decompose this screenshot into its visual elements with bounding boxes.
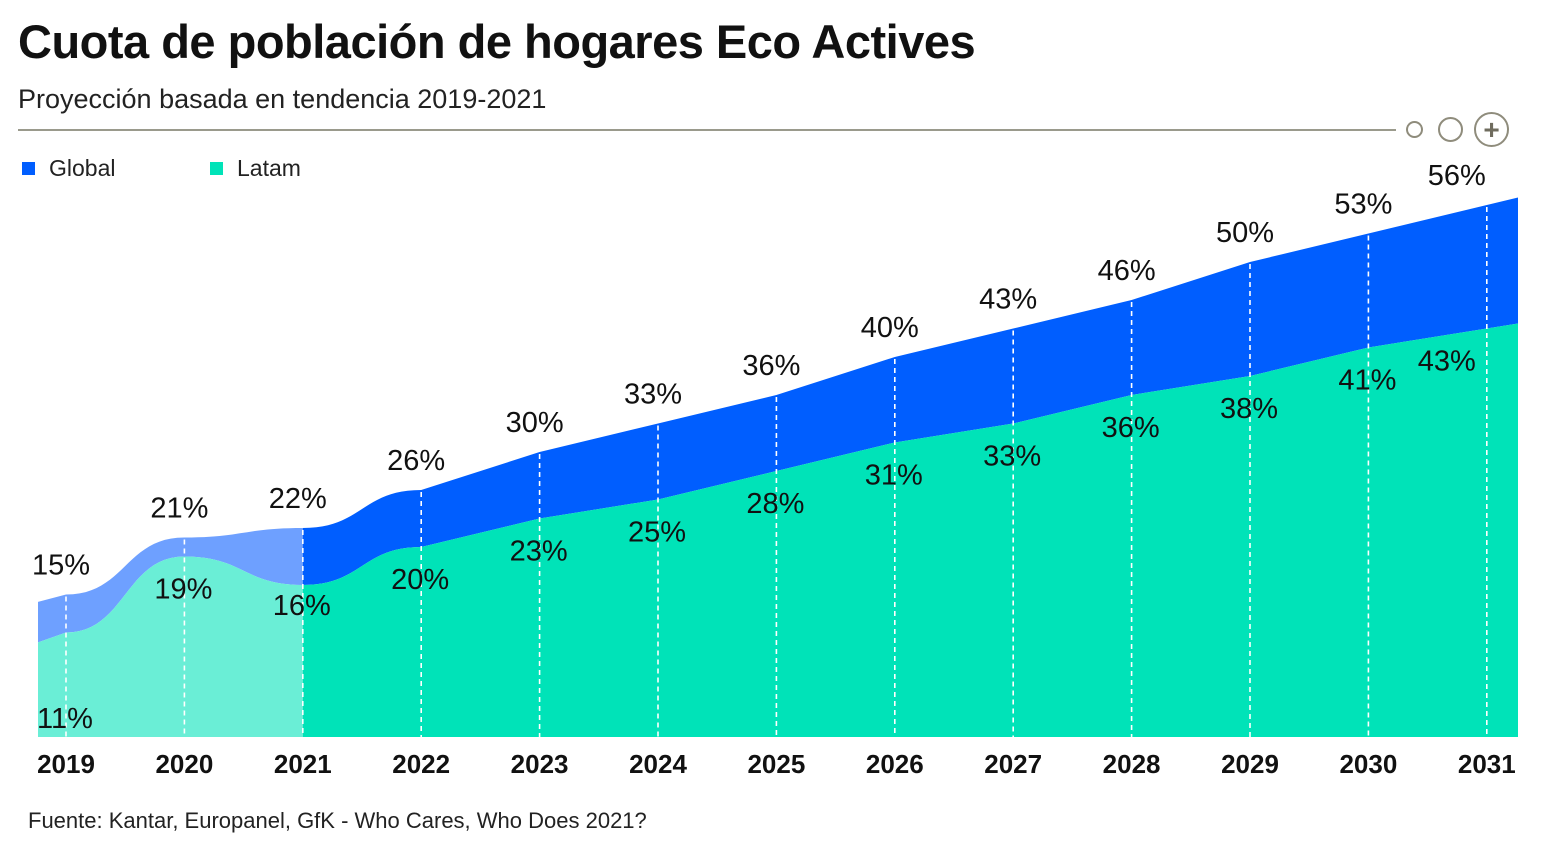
legend-item-latam: Latam (210, 155, 301, 182)
data-label-latam: 28% (746, 488, 804, 520)
data-label-latam: 23% (510, 536, 568, 568)
data-label-global: 40% (861, 312, 919, 344)
x-tick-label: 2026 (866, 749, 924, 779)
data-label-global: 50% (1216, 217, 1274, 249)
x-tick-label: 2028 (1103, 749, 1161, 779)
data-label-latam: 20% (391, 564, 449, 596)
data-label-latam: 11% (37, 703, 93, 735)
data-label-latam: 19% (154, 574, 212, 606)
area-global-projection (302, 197, 1518, 585)
x-tick-label: 2021 (274, 749, 332, 779)
x-tick-label: 2027 (984, 749, 1042, 779)
data-label-global: 56% (1428, 160, 1486, 192)
legend-label-global: Global (49, 155, 116, 181)
data-label-global: 33% (624, 379, 682, 411)
data-label-global: 53% (1334, 189, 1392, 221)
data-label-global: 46% (1098, 255, 1156, 287)
x-tick-label: 2030 (1339, 749, 1397, 779)
data-label-global: 22% (269, 483, 327, 515)
x-tick-label: 2022 (392, 749, 450, 779)
x-tick-label: 2023 (511, 749, 569, 779)
plus-symbol: + (1483, 113, 1500, 145)
data-label-global: 43% (979, 284, 1037, 316)
data-label-global: 30% (506, 407, 564, 439)
legend-swatch-global (22, 162, 35, 175)
data-label-latam: 43% (1418, 346, 1476, 378)
data-label-global: 26% (387, 445, 445, 477)
legend-item-global: Global (22, 155, 115, 182)
chart-title: Cuota de población de hogares Eco Active… (18, 15, 976, 68)
legend-swatch-latam (210, 162, 223, 175)
circle-icon[interactable] (1438, 117, 1463, 142)
x-tick-label: 2019 (37, 749, 95, 779)
circle-small-icon[interactable] (1406, 121, 1423, 138)
area-global-historical (38, 528, 303, 643)
x-tick-label: 2025 (747, 749, 805, 779)
x-tick-label: 2024 (629, 749, 687, 779)
chart-subtitle: Proyección basada en tendencia 2019-2021 (18, 84, 547, 114)
data-label-latam: 16% (273, 590, 331, 622)
x-tick-label: 2020 (155, 749, 213, 779)
data-label-latam: 36% (1102, 412, 1160, 444)
data-label-global: 21% (150, 493, 208, 525)
legend-label-latam: Latam (237, 155, 301, 181)
x-tick-label: 2029 (1221, 749, 1279, 779)
data-label-latam: 33% (983, 441, 1041, 473)
data-label-latam: 41% (1338, 365, 1396, 397)
data-label-global: 36% (742, 350, 800, 382)
area-latam-projection (302, 323, 1518, 737)
data-label-latam: 38% (1220, 393, 1278, 425)
data-label-global: 15% (32, 550, 90, 582)
source-note: Fuente: Kantar, Europanel, GfK - Who Car… (28, 808, 647, 833)
data-label-latam: 25% (628, 517, 686, 549)
plus-icon[interactable]: + (1474, 112, 1509, 147)
data-label-latam: 31% (865, 460, 923, 492)
area-latam-historical (38, 556, 303, 737)
x-tick-label: 2031 (1458, 749, 1516, 779)
header-divider (18, 129, 1396, 131)
